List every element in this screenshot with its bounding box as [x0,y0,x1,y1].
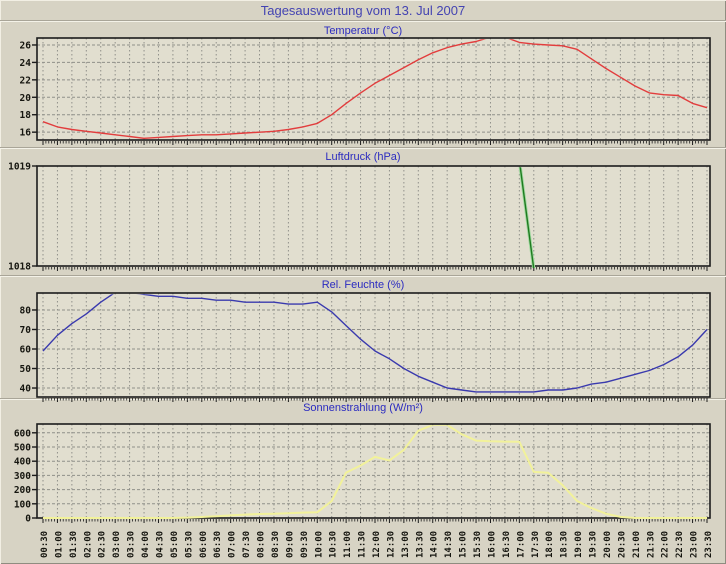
x-tick-label: 18:30 [560,531,570,558]
x-tick-label: 19:00 [574,531,584,558]
y-tick-label: 60 [20,345,32,356]
x-tick-label: 06:30 [213,531,223,558]
series-line [519,167,535,268]
y-tick-label: 80 [20,305,32,316]
x-tick-label: 16:30 [502,531,512,558]
x-tick-label: 01:00 [54,531,64,558]
x-tick-label: 17:30 [531,531,541,558]
x-tick-label: 16:00 [487,531,497,558]
x-tick-label: 10:30 [329,531,339,558]
x-tick-label: 19:30 [589,531,599,558]
x-tick-label: 02:00 [83,531,93,558]
x-tick-label: 12:00 [372,531,382,558]
x-tick-label: 11:30 [358,531,368,558]
y-tick-label: 26 [20,40,32,51]
y-tick-label: 1019 [8,162,31,173]
x-tick-label: 13:30 [415,531,425,558]
x-tick-label: 20:30 [617,531,627,558]
temperature-chart: 16 18 20 22 24 26 [20,37,711,145]
x-tick-label: 10:00 [314,531,324,558]
x-tick-label: 13:00 [401,531,411,558]
humidity-chart: 40 50 60 70 80 [20,292,711,402]
x-tick-label: 21:30 [646,531,656,558]
series-line [42,294,708,393]
x-tick-label: 21:00 [632,531,642,558]
y-tick-label: 200 [14,485,31,496]
separator [0,398,726,400]
y-tick-label: 70 [20,325,32,336]
x-tick-label: 09:00 [285,531,295,558]
x-tick-label: 05:30 [184,531,194,558]
x-tick-label: 00:30 [40,531,50,558]
x-tick-label: 22:30 [675,531,685,558]
separator [0,20,726,22]
x-tick-label: 08:30 [271,531,281,558]
x-tick-label: 12:30 [386,531,396,558]
y-tick-label: 24 [20,58,32,69]
y-tick-label: 20 [20,93,32,104]
y-tick-label: 400 [14,457,31,468]
series-line [43,425,707,519]
x-tick-label: 07:00 [228,531,238,558]
x-tick-label: 14:00 [430,531,440,558]
x-tick-label: 01:30 [69,531,79,558]
y-tick-label: 50 [20,364,32,375]
y-tick-label: 18 [20,110,32,121]
x-tick-label: 23:00 [690,531,700,558]
y-tick-label: 22 [20,75,31,86]
x-tick-label: 20:00 [603,531,613,558]
chart-title-pressure: Luftdruck (hPa) [325,151,401,163]
y-tick-label: 16 [20,128,32,139]
x-tick-label: 07:30 [242,531,252,558]
y-tick-label: 100 [14,499,31,510]
x-tick-label: 06:00 [199,531,209,558]
chart-title-temperature: Temperatur (°C) [323,25,403,37]
chart-title-radiation: Sonnenstrahlung (W/m²) [303,402,423,414]
x-tick-label: 04:30 [155,531,165,558]
x-tick-label: 02:30 [98,531,108,558]
x-tick-label: 04:00 [141,531,151,558]
x-tick-label: 14:30 [444,531,454,558]
x-tick-label: 11:00 [343,531,353,558]
separator [0,147,726,149]
y-tick-label: 300 [14,471,31,482]
y-tick-label: 40 [20,384,32,395]
page-title: Tagesauswertung vom 13. Jul 2007 [260,3,466,18]
y-tick-label: 1018 [8,262,31,273]
separator [0,275,726,277]
x-tick-label: 03:30 [127,531,137,558]
radiation-chart: 0 100 200 300 400 500 600 [14,423,711,525]
y-tick-label: 0 [25,514,31,525]
y-tick-label: 600 [14,428,31,439]
x-tick-label: 03:00 [112,531,122,558]
series-line [42,39,708,139]
x-tick-label: 05:00 [170,531,180,558]
x-tick-label: 08:00 [257,531,267,558]
x-tick-label: 18:00 [545,531,555,558]
x-tick-label: 09:30 [300,531,310,558]
x-tick-label: 15:00 [459,531,469,558]
chart-title-humidity: Rel. Feuchte (%) [321,279,405,291]
pressure-chart: 1018 1019 [8,162,711,273]
y-tick-label: 500 [14,443,31,454]
x-tick-label: 15:30 [473,531,483,558]
x-axis-labels: 00:30 01:00 01:30 02:00 02:30 03:00 03:30 04:00… [40,531,714,558]
x-tick-label: 17:00 [516,531,526,558]
x-tick-label: 22:00 [661,531,671,558]
x-tick-label: 23:30 [704,531,714,558]
